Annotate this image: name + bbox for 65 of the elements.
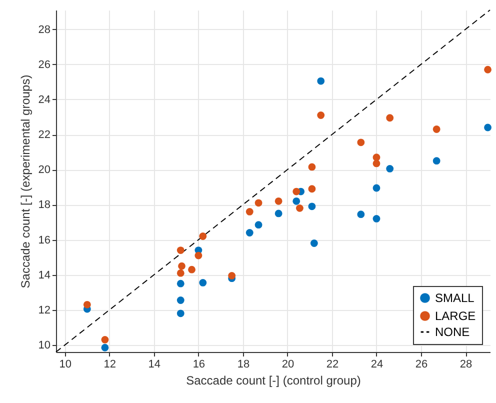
point bbox=[317, 77, 325, 85]
point bbox=[176, 280, 184, 288]
point bbox=[274, 197, 282, 205]
point bbox=[178, 262, 186, 270]
point bbox=[308, 202, 316, 210]
x-tick-label: 18 bbox=[237, 358, 250, 370]
point bbox=[194, 252, 202, 260]
legend-label: SMALL bbox=[435, 291, 475, 305]
point bbox=[386, 114, 394, 122]
point bbox=[176, 246, 184, 254]
point bbox=[101, 344, 109, 352]
x-tick-label: 12 bbox=[104, 358, 116, 370]
x-tick-label: 10 bbox=[59, 358, 72, 370]
point bbox=[432, 126, 440, 133]
point bbox=[199, 279, 207, 286]
point bbox=[372, 184, 380, 192]
point bbox=[308, 185, 316, 193]
x-tick-label: 28 bbox=[460, 358, 472, 370]
point bbox=[372, 215, 380, 222]
point bbox=[386, 165, 394, 172]
y-tick-label: 24 bbox=[38, 94, 50, 106]
point bbox=[292, 197, 300, 205]
point bbox=[292, 188, 300, 196]
x-tick-label: 14 bbox=[148, 358, 161, 370]
point bbox=[484, 124, 492, 132]
point bbox=[296, 204, 304, 212]
point bbox=[101, 336, 109, 344]
y-tick-label: 28 bbox=[38, 24, 50, 36]
y-tick-label: 10 bbox=[38, 339, 50, 352]
point bbox=[83, 300, 91, 308]
point bbox=[254, 199, 262, 207]
point bbox=[484, 66, 492, 74]
legend-label: LARGE bbox=[435, 309, 476, 323]
point bbox=[176, 310, 184, 318]
point bbox=[246, 208, 254, 216]
point bbox=[188, 266, 196, 274]
x-tick-label: 16 bbox=[192, 358, 206, 370]
point bbox=[176, 296, 184, 304]
point bbox=[274, 210, 282, 218]
x-tick-label: 24 bbox=[370, 358, 384, 370]
y-tick-label: 18 bbox=[38, 199, 50, 212]
point bbox=[308, 163, 316, 171]
point bbox=[357, 210, 365, 218]
x-tick-label: 22 bbox=[326, 358, 339, 370]
x-axis-title: Saccade count [-] (control group) bbox=[186, 374, 361, 388]
point bbox=[228, 272, 236, 280]
point bbox=[357, 138, 365, 146]
y-tick-label: 14 bbox=[38, 269, 50, 282]
y-axis-title: Saccade count [-] (experimental groups) bbox=[18, 74, 32, 288]
point bbox=[432, 157, 440, 165]
point bbox=[317, 112, 325, 119]
point bbox=[254, 221, 262, 229]
y-tick-label: 26 bbox=[38, 58, 50, 71]
legend-label: NONE bbox=[435, 325, 470, 339]
point bbox=[246, 229, 254, 236]
y-tick-label: 20 bbox=[38, 164, 50, 176]
y-tick-label: 22 bbox=[38, 129, 50, 142]
y-tick-label: 12 bbox=[38, 304, 50, 316]
x-tick-label: 26 bbox=[415, 358, 428, 370]
x-tick-label: 20 bbox=[282, 358, 294, 370]
point bbox=[176, 269, 184, 277]
point bbox=[372, 154, 380, 162]
point bbox=[310, 240, 318, 247]
point bbox=[199, 232, 207, 240]
y-tick-label: 16 bbox=[38, 234, 50, 246]
